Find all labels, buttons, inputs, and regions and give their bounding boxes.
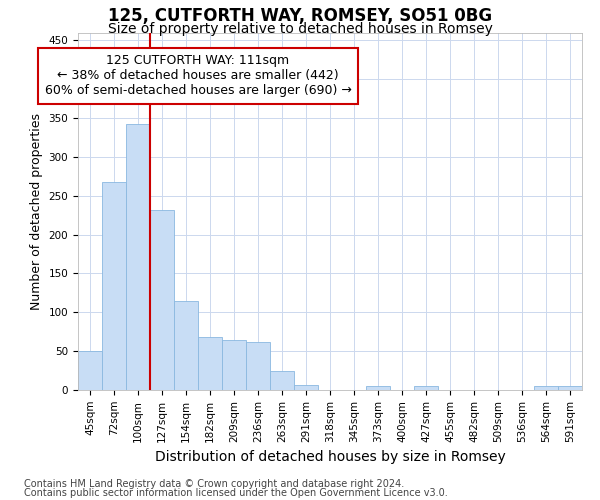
Bar xyxy=(534,386,558,390)
Bar xyxy=(126,124,150,390)
Y-axis label: Number of detached properties: Number of detached properties xyxy=(30,113,43,310)
Text: 125 CUTFORTH WAY: 111sqm
← 38% of detached houses are smaller (442)
60% of semi-: 125 CUTFORTH WAY: 111sqm ← 38% of detach… xyxy=(44,54,352,98)
Text: Contains public sector information licensed under the Open Government Licence v3: Contains public sector information licen… xyxy=(24,488,448,498)
Text: Size of property relative to detached houses in Romsey: Size of property relative to detached ho… xyxy=(107,22,493,36)
Bar xyxy=(102,182,126,390)
Bar xyxy=(558,386,582,390)
Bar xyxy=(222,340,246,390)
Bar xyxy=(150,210,174,390)
X-axis label: Distribution of detached houses by size in Romsey: Distribution of detached houses by size … xyxy=(155,450,505,464)
Bar xyxy=(246,342,270,390)
Bar xyxy=(294,384,318,390)
Bar xyxy=(78,351,102,390)
Text: 125, CUTFORTH WAY, ROMSEY, SO51 0BG: 125, CUTFORTH WAY, ROMSEY, SO51 0BG xyxy=(108,8,492,26)
Bar xyxy=(366,386,390,390)
Text: Contains HM Land Registry data © Crown copyright and database right 2024.: Contains HM Land Registry data © Crown c… xyxy=(24,479,404,489)
Bar xyxy=(414,386,438,390)
Bar xyxy=(198,337,222,390)
Bar xyxy=(174,302,198,390)
Bar xyxy=(270,370,294,390)
